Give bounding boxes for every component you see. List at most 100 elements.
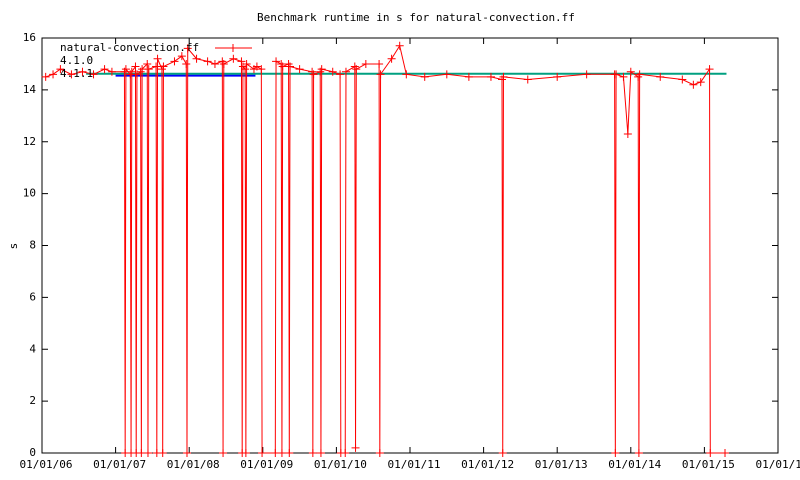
x-tick-label: 01/01/12 <box>461 458 514 471</box>
data-point <box>67 70 76 79</box>
x-tick-label: 01/01/13 <box>535 458 588 471</box>
data-point <box>351 443 360 452</box>
data-point <box>623 129 632 138</box>
data-point <box>272 57 281 66</box>
data-point <box>277 449 286 457</box>
data-point <box>721 449 730 457</box>
chart-title: Benchmark runtime in s for natural-conve… <box>257 11 575 24</box>
data-point <box>387 54 396 63</box>
data-point <box>219 59 228 68</box>
data-point <box>285 449 294 457</box>
data-point <box>107 67 116 76</box>
x-tick-label: 01/01/11 <box>388 458 441 471</box>
x-tick-label: 01/01/08 <box>167 458 220 471</box>
data-point <box>127 67 136 76</box>
data-point <box>328 67 337 76</box>
data-point <box>183 44 192 53</box>
data-point <box>420 72 429 81</box>
data-point <box>375 59 384 68</box>
x-tick-label: 01/01/10 <box>314 458 367 471</box>
data-point <box>278 62 287 71</box>
data-point <box>376 70 385 79</box>
data-point <box>361 59 370 68</box>
data-point <box>229 54 238 63</box>
x-tick-label: 01/01/07 <box>93 458 146 471</box>
data-point <box>257 65 266 74</box>
data-point <box>89 70 98 79</box>
y-tick-label: 12 <box>23 135 36 148</box>
x-tick-label: 01/01/09 <box>240 458 293 471</box>
y-tick-label: 2 <box>29 394 36 407</box>
data-point <box>41 72 50 81</box>
data-point <box>153 54 162 63</box>
legend-label: natural-convection.ff <box>60 41 199 54</box>
data-point <box>634 449 643 457</box>
y-tick-label: 8 <box>29 239 36 252</box>
data-point <box>286 62 295 71</box>
data-point <box>210 59 219 68</box>
data-point <box>258 449 267 457</box>
data-point <box>523 75 532 84</box>
data-point <box>152 62 161 71</box>
data-point <box>121 65 130 74</box>
data-point <box>143 59 152 68</box>
data-point <box>295 65 304 74</box>
data-point <box>442 70 451 79</box>
data-point <box>241 449 250 457</box>
data-point <box>498 449 507 457</box>
data-point <box>619 72 628 81</box>
data-point <box>341 449 350 457</box>
legend-marker <box>229 44 237 52</box>
data-point <box>611 449 620 457</box>
y-tick-label: 14 <box>23 83 37 96</box>
data-point <box>464 72 473 81</box>
data-point <box>705 65 714 74</box>
y-tick-label: 10 <box>23 187 36 200</box>
y-tick-label: 4 <box>29 342 36 355</box>
data-point <box>192 54 201 63</box>
data-point <box>612 70 621 79</box>
y-tick-label: 0 <box>29 446 36 459</box>
data-point <box>158 449 167 457</box>
data-point <box>219 449 228 457</box>
x-tick-label: 01/01/06 <box>20 458 73 471</box>
data-point <box>499 72 508 81</box>
y-tick-label: 6 <box>29 290 36 303</box>
data-point <box>375 449 384 457</box>
data-point <box>678 75 687 84</box>
data-point <box>159 62 168 71</box>
legend-label: 4.1.0 <box>60 54 93 67</box>
legend-label: 4.1.1 <box>60 67 93 80</box>
data-point <box>689 80 698 89</box>
data-point <box>131 62 140 71</box>
data-point <box>582 70 591 79</box>
data-point <box>309 70 318 79</box>
data-point <box>242 59 251 68</box>
data-point <box>100 65 109 74</box>
data-point <box>395 41 404 50</box>
y-tick-label: 16 <box>23 31 36 44</box>
data-point <box>402 70 411 79</box>
data-point <box>553 72 562 81</box>
data-point <box>656 72 665 81</box>
data-point <box>252 62 261 71</box>
data-point <box>317 65 326 74</box>
data-point <box>241 65 250 74</box>
data-point <box>635 70 644 79</box>
data-point <box>203 57 212 66</box>
x-tick-label: 01/01/16 <box>756 458 800 471</box>
data-point <box>308 449 317 457</box>
x-tick-label: 01/01/14 <box>608 458 661 471</box>
data-point <box>177 52 186 61</box>
data-point <box>56 65 65 74</box>
data-point <box>336 70 345 79</box>
data-point <box>341 67 350 76</box>
data-point <box>170 57 179 66</box>
data-point <box>49 70 58 79</box>
data-point <box>352 65 361 74</box>
data-point <box>486 72 495 81</box>
data-point <box>182 59 191 68</box>
x-tick-label: 01/01/15 <box>682 458 735 471</box>
